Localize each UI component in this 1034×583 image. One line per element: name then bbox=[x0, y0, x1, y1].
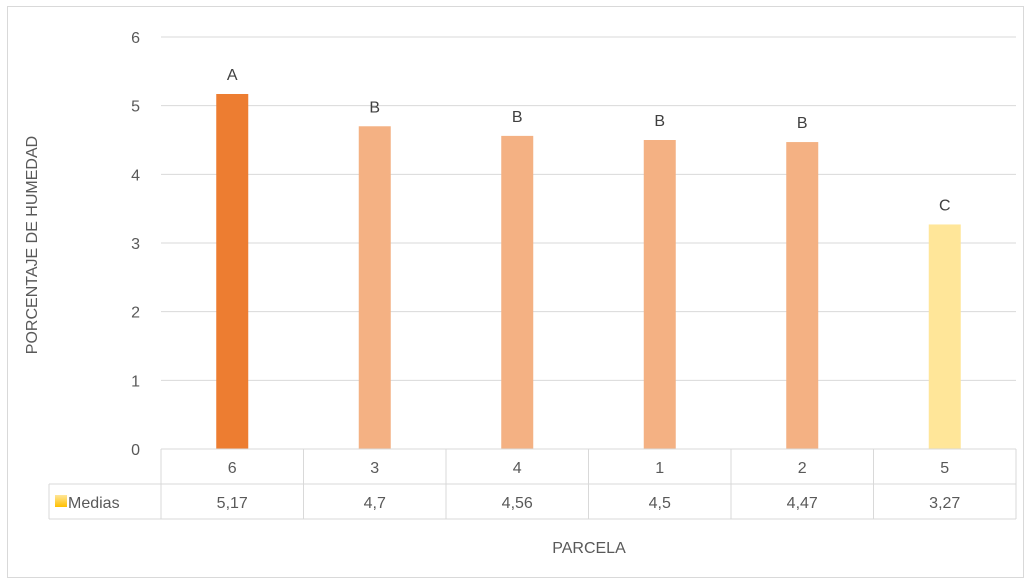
bar bbox=[358, 126, 391, 450]
x-axis-title: PARCELA bbox=[552, 540, 626, 557]
data-table-value: 4,56 bbox=[502, 495, 533, 512]
bar-annotation: B bbox=[369, 99, 380, 116]
bar-annotation: A bbox=[227, 67, 238, 84]
data-table-value: 4,47 bbox=[787, 495, 818, 512]
x-tick-label: 3 bbox=[370, 460, 379, 477]
bar-annotation: C bbox=[939, 197, 951, 214]
legend-label: Medias bbox=[68, 495, 120, 512]
data-table-value: 4,7 bbox=[364, 495, 386, 512]
y-tick-label: 5 bbox=[131, 99, 140, 116]
y-tick-label: 2 bbox=[131, 305, 140, 322]
x-tick-label: 4 bbox=[513, 460, 522, 477]
bar bbox=[928, 224, 961, 449]
legend-swatch bbox=[55, 495, 67, 507]
x-tick-label: 6 bbox=[228, 460, 237, 477]
y-axis-title: PORCENTAJE DE HUMEDAD bbox=[24, 136, 41, 354]
bar-annotation: B bbox=[654, 113, 665, 130]
data-table-value: 3,27 bbox=[929, 495, 960, 512]
bar bbox=[643, 140, 676, 449]
y-tick-label: 6 bbox=[131, 30, 140, 47]
bar bbox=[786, 142, 819, 449]
y-tick-label: 1 bbox=[131, 373, 140, 390]
bar-annotation: B bbox=[512, 109, 523, 126]
x-tick-label: 2 bbox=[798, 460, 807, 477]
y-tick-label: 3 bbox=[131, 236, 140, 253]
bar bbox=[501, 135, 534, 449]
x-tick-label: 5 bbox=[940, 460, 949, 477]
data-table-value: 5,17 bbox=[217, 495, 248, 512]
bar-annotation: B bbox=[797, 115, 808, 132]
y-tick-label: 0 bbox=[131, 442, 140, 459]
bar bbox=[216, 93, 249, 449]
y-tick-label: 4 bbox=[131, 167, 140, 184]
data-table-value: 4,5 bbox=[649, 495, 671, 512]
chart-frame bbox=[7, 6, 1024, 578]
x-tick-label: 1 bbox=[655, 460, 664, 477]
